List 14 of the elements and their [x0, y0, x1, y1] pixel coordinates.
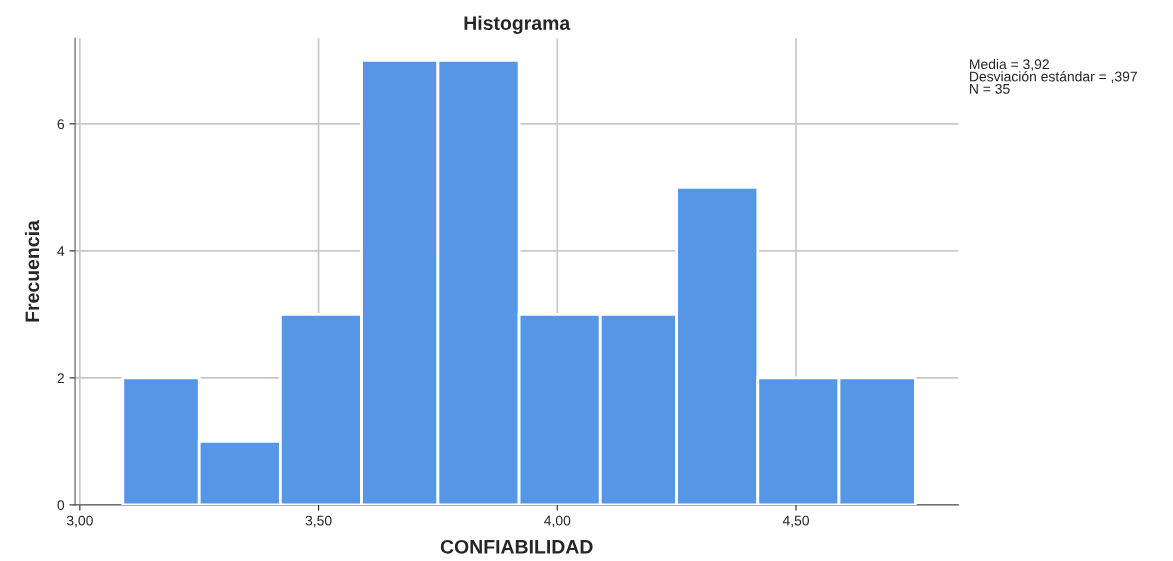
x-tick-label: 4,50	[782, 515, 809, 528]
x-tick-label: 3,50	[305, 515, 332, 528]
text: Media = 3,92	[970, 58, 1049, 71]
text: N = 35	[970, 83, 1010, 94]
text: Desviación estándar = ,397	[970, 71, 1137, 84]
y-tick-label: 6	[57, 119, 65, 130]
y-axis-title: Frecuencia	[24, 220, 40, 322]
y-tick-label: 0	[57, 500, 65, 511]
x-axis-title: CONFIABILIDAD	[440, 539, 593, 554]
y-tick-label: 2	[57, 373, 64, 383]
x-tick-label: 4,00	[544, 515, 571, 528]
y-tick-label: 4	[57, 246, 65, 256]
chart-title: Histograma	[464, 15, 571, 34]
x-tick-label: 3,00	[66, 515, 93, 528]
